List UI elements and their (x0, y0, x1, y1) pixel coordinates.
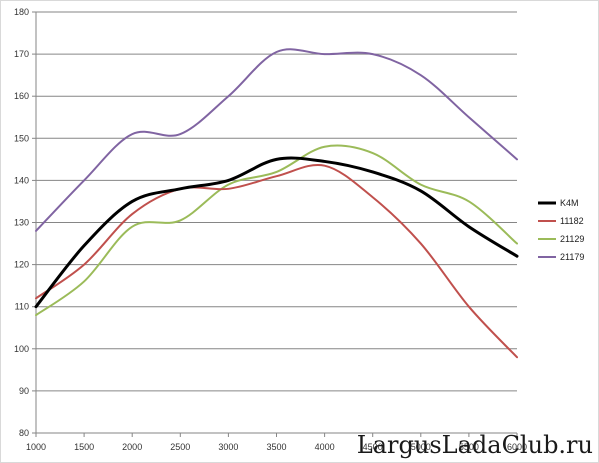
watermark-text: LargusLadaClub.ru (357, 431, 593, 459)
series-line-K4M (34, 156, 519, 309)
y-tick-label: 150 (14, 133, 29, 143)
y-tick-label: 120 (14, 260, 29, 270)
legend-label-21179: 21179 (560, 252, 584, 262)
series-line-21179 (35, 48, 518, 232)
x-tick-label: 4500 (363, 442, 383, 452)
x-tick-label: 1500 (74, 442, 94, 452)
x-tick-label: 2500 (170, 442, 190, 452)
series-line-11182 (35, 163, 518, 359)
x-tick-label: 3500 (266, 442, 286, 452)
series-lines (34, 48, 519, 359)
legend-label-11182: 11182 (560, 216, 584, 226)
y-tick-label: 90 (19, 386, 29, 396)
y-tick-label: 160 (14, 91, 29, 101)
series-line-21129 (35, 144, 518, 317)
x-tick-label: 1000 (26, 442, 46, 452)
x-tick-label: 5500 (459, 442, 479, 452)
y-tick-label: 80 (19, 428, 29, 438)
y-tick-label: 110 (15, 302, 29, 312)
legend-label-21129: 21129 (560, 234, 584, 244)
x-tick-label: 3000 (218, 442, 238, 452)
y-tick-label: 100 (14, 344, 29, 354)
y-axis-ticks: 80 90 100 110 120 130 140 150 160 170 180 (14, 7, 36, 438)
x-tick-label: 4000 (315, 442, 335, 452)
x-tick-label: 6000 (507, 442, 527, 452)
y-tick-label: 180 (14, 7, 29, 17)
grid-lines (36, 11, 517, 392)
y-tick-label: 170 (14, 49, 29, 59)
x-tick-label: 2000 (122, 442, 142, 452)
legend: K4M 11182 21129 21179 (538, 198, 584, 262)
legend-label-K4M: K4M (560, 198, 579, 208)
y-tick-label: 140 (14, 175, 29, 185)
y-tick-label: 130 (14, 218, 29, 228)
x-axis-ticks: 1000 1500 2000 2500 3000 3500 4000 4500 5000 5500… (26, 433, 527, 452)
x-tick-label: 5000 (411, 442, 431, 452)
